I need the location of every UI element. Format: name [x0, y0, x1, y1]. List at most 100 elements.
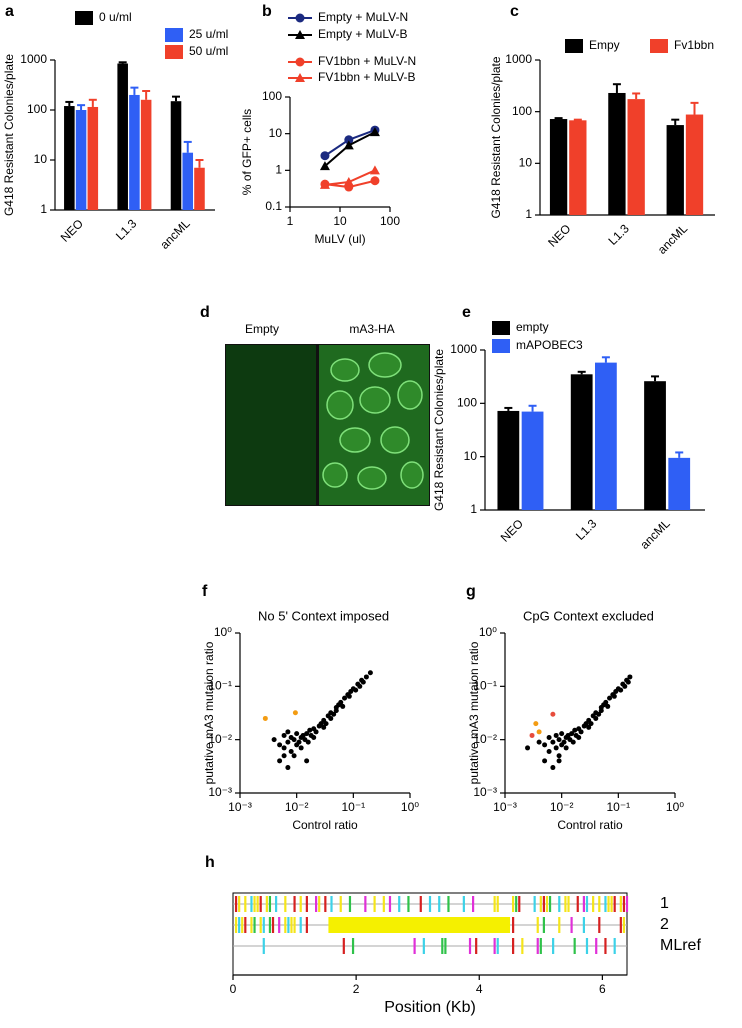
point	[561, 739, 567, 745]
y-tick-label: 1	[470, 502, 477, 516]
bar	[75, 110, 87, 210]
panel-letter: e	[462, 304, 471, 321]
x-axis-label: Position (Kb)	[384, 999, 476, 1016]
point	[321, 724, 327, 730]
panel-letter: d	[200, 304, 210, 321]
y-axis-label: G418 Resistant Colonies/plate	[432, 349, 446, 511]
bar	[668, 457, 691, 510]
y-tick-label: 1	[275, 163, 282, 177]
point	[311, 734, 317, 740]
point	[281, 745, 287, 751]
point	[296, 739, 302, 745]
legend-marker	[295, 30, 305, 39]
x-tick-label: 10⁰	[401, 800, 419, 814]
legend-swatch	[565, 39, 583, 53]
chart-title: CpG Context excluded	[523, 608, 654, 623]
point	[291, 737, 297, 743]
panel-letter: f	[202, 583, 208, 600]
x-tick-label: ancML	[655, 221, 691, 257]
point	[605, 703, 611, 709]
point	[572, 727, 578, 733]
point	[323, 721, 329, 727]
point	[559, 731, 565, 737]
point	[292, 710, 298, 716]
point	[305, 739, 311, 745]
marker	[319, 179, 330, 189]
x-tick-label: 10⁰	[666, 800, 684, 814]
panel-letter: g	[466, 583, 476, 600]
point	[578, 729, 584, 735]
point	[570, 739, 576, 745]
x-axis-label: Control ratio	[292, 818, 358, 832]
point	[281, 753, 287, 759]
marker	[343, 140, 354, 150]
legend-swatch	[492, 321, 510, 335]
x-tick-label: 6	[599, 982, 606, 996]
point	[576, 734, 582, 740]
legend-label: empty	[516, 320, 549, 334]
point	[556, 758, 562, 764]
marker	[370, 176, 380, 186]
marker	[343, 177, 354, 187]
x-tick-label: L1.3	[113, 216, 140, 243]
point	[622, 683, 628, 689]
bar	[685, 114, 704, 215]
point	[271, 737, 277, 743]
legend-label: Empty + MuLV-B	[318, 27, 407, 41]
x-tick-label: 2	[353, 982, 360, 996]
legend-label: mAPOBEC3	[516, 338, 583, 352]
point	[611, 693, 617, 699]
point	[357, 683, 363, 689]
point	[360, 679, 366, 685]
image-empty	[226, 345, 316, 505]
point	[367, 670, 373, 676]
point	[627, 674, 633, 680]
legend-marker	[295, 13, 305, 23]
bar	[87, 106, 99, 210]
x-tick-label: NEO	[545, 221, 573, 249]
marker	[369, 165, 380, 175]
point	[291, 753, 297, 759]
bar	[608, 92, 626, 215]
x-tick-label: L1.3	[605, 221, 632, 248]
legend-swatch	[75, 11, 93, 25]
x-tick-label: L1.3	[573, 516, 600, 543]
y-axis-label: putative mA3 mutaion ratio	[467, 641, 481, 784]
legend-swatch	[165, 45, 183, 59]
point	[285, 729, 291, 735]
point	[553, 745, 559, 751]
y-tick-label: 10⁻¹	[473, 679, 497, 693]
y-axis-label: G418 Resistant Colonies/plate	[489, 56, 503, 218]
point	[262, 715, 268, 721]
point	[298, 745, 304, 751]
point	[536, 739, 542, 745]
point	[625, 679, 631, 685]
x-tick-label: 1	[287, 214, 294, 228]
legend-label: 25 u/ml	[189, 27, 228, 41]
point	[563, 745, 569, 751]
point	[542, 742, 548, 748]
point	[340, 703, 346, 709]
point	[542, 758, 548, 764]
point	[556, 753, 562, 759]
point	[346, 693, 352, 699]
marker	[320, 151, 330, 161]
panel-letter: b	[262, 3, 272, 20]
point	[294, 731, 300, 737]
row-label: 2	[660, 916, 669, 933]
x-tick-label: 4	[476, 982, 483, 996]
image-caption: Empty	[245, 322, 279, 336]
bar	[644, 381, 666, 510]
marker	[319, 161, 330, 171]
bar	[595, 362, 617, 510]
x-tick-label: ancML	[637, 516, 673, 552]
point	[546, 748, 552, 754]
y-tick-label: 10⁰	[479, 625, 497, 639]
y-tick-label: 100	[27, 102, 47, 116]
point	[529, 732, 535, 738]
image-panel: d Empty mA3-HA	[200, 304, 430, 506]
bar	[194, 167, 205, 210]
point	[285, 739, 291, 745]
bar	[117, 63, 128, 210]
